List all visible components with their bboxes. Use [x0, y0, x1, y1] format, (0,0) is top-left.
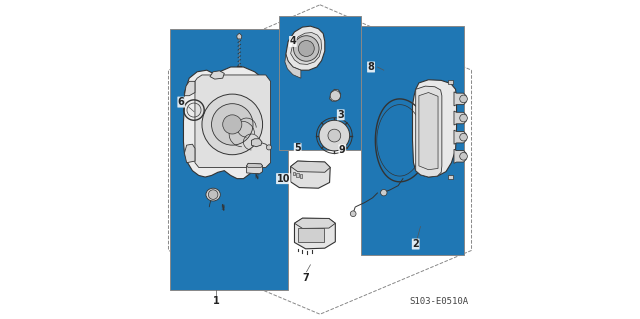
Bar	[170, 29, 288, 290]
Circle shape	[328, 129, 340, 142]
Text: 3: 3	[337, 110, 344, 120]
Circle shape	[298, 41, 314, 56]
Circle shape	[460, 133, 467, 141]
Text: 7: 7	[302, 272, 309, 283]
Bar	[300, 174, 302, 178]
Polygon shape	[416, 86, 442, 177]
Circle shape	[294, 36, 319, 61]
Circle shape	[460, 114, 467, 122]
Circle shape	[350, 211, 356, 217]
Circle shape	[266, 145, 271, 150]
Polygon shape	[237, 33, 242, 39]
Ellipse shape	[206, 188, 220, 201]
Bar	[292, 172, 295, 175]
Polygon shape	[454, 111, 466, 125]
Polygon shape	[184, 81, 195, 96]
Bar	[447, 175, 453, 179]
Circle shape	[460, 152, 467, 160]
Polygon shape	[210, 71, 224, 79]
Polygon shape	[454, 130, 466, 144]
Circle shape	[330, 91, 340, 101]
Polygon shape	[195, 75, 271, 167]
Polygon shape	[454, 92, 466, 106]
Text: 10: 10	[276, 174, 290, 184]
Bar	[296, 173, 299, 177]
Polygon shape	[246, 163, 262, 167]
Polygon shape	[419, 93, 438, 170]
Text: 5: 5	[294, 143, 301, 153]
Circle shape	[202, 94, 262, 155]
Text: 8: 8	[367, 62, 374, 72]
Text: 4: 4	[289, 36, 296, 47]
Text: 9: 9	[339, 145, 346, 155]
Bar	[362, 26, 463, 255]
Polygon shape	[291, 161, 330, 172]
Polygon shape	[291, 161, 330, 188]
Circle shape	[319, 120, 349, 151]
Polygon shape	[184, 67, 269, 179]
Polygon shape	[291, 33, 321, 64]
Polygon shape	[413, 80, 456, 177]
Polygon shape	[184, 144, 195, 163]
Polygon shape	[294, 218, 335, 228]
Circle shape	[209, 190, 218, 199]
Circle shape	[381, 189, 387, 196]
Polygon shape	[330, 89, 340, 101]
Bar	[447, 80, 453, 84]
Text: 1: 1	[213, 296, 220, 307]
Text: S103-E0510A: S103-E0510A	[409, 297, 468, 306]
Polygon shape	[252, 139, 262, 147]
Text: 6: 6	[178, 97, 184, 107]
Circle shape	[460, 95, 467, 103]
Bar	[278, 16, 362, 150]
Polygon shape	[286, 26, 324, 70]
Polygon shape	[294, 218, 335, 249]
Text: 2: 2	[412, 239, 419, 249]
Polygon shape	[454, 149, 466, 163]
Circle shape	[212, 104, 253, 145]
Bar	[298, 228, 324, 242]
Polygon shape	[285, 54, 301, 78]
Polygon shape	[246, 163, 262, 174]
Circle shape	[223, 115, 242, 134]
